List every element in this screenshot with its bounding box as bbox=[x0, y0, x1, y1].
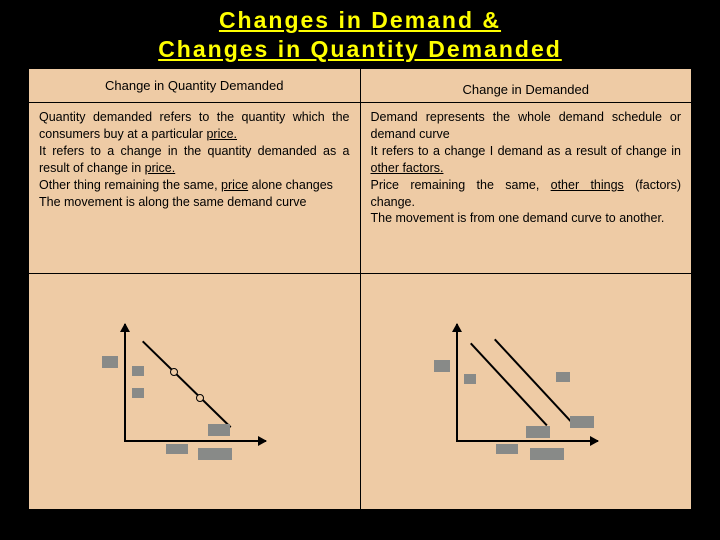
left-p1u: price. bbox=[206, 127, 237, 141]
chart-label-box bbox=[132, 366, 144, 376]
body-left: Quantity demanded refers to the quantity… bbox=[29, 103, 361, 274]
demand-line bbox=[142, 341, 231, 428]
title-line-2: Changes in Quantity Demanded bbox=[20, 35, 700, 64]
chart-label-box bbox=[208, 424, 230, 436]
left-p4: The movement is along the same demand cu… bbox=[39, 195, 307, 209]
table-body-row: Quantity demanded refers to the quantity… bbox=[29, 103, 692, 274]
slide-title: Changes in Demand & Changes in Quantity … bbox=[0, 0, 720, 64]
header-right: Change in Demanded bbox=[360, 68, 692, 103]
right-p3a: Price remaining the same, bbox=[371, 178, 551, 192]
chart-cell-left bbox=[29, 274, 361, 509]
chart-label-box bbox=[526, 426, 550, 438]
left-p3b: alone changes bbox=[248, 178, 333, 192]
chart-label-box bbox=[556, 372, 570, 382]
left-p2a: It refers to a change in the quantity de… bbox=[39, 144, 350, 175]
right-p2a: It refers to a change I demand as a resu… bbox=[371, 144, 682, 158]
left-p1a: Quantity demanded refers to the quantity… bbox=[39, 110, 350, 141]
right-p4: The movement is from one demand curve to… bbox=[371, 211, 665, 225]
title-line-1: Changes in Demand & bbox=[20, 6, 700, 35]
y-axis-icon bbox=[124, 324, 126, 442]
y-axis-icon bbox=[456, 324, 458, 442]
comparison-table: Change in Quantity Demanded Change in De… bbox=[28, 68, 692, 510]
right-p2u: other factors. bbox=[371, 161, 444, 175]
chart-label-box bbox=[132, 388, 144, 398]
table-header-row: Change in Quantity Demanded Change in De… bbox=[29, 68, 692, 103]
comparison-table-wrap: Change in Quantity Demanded Change in De… bbox=[0, 68, 720, 510]
right-p3u: other things bbox=[551, 178, 624, 192]
x-axis-icon bbox=[456, 440, 598, 442]
right-p1: Demand represents the whole demand sched… bbox=[371, 110, 682, 141]
chart-label-box bbox=[530, 448, 564, 460]
left-p3a: Other thing remaining the same, bbox=[39, 178, 221, 192]
data-point bbox=[170, 368, 178, 376]
left-p3u: price bbox=[221, 178, 248, 192]
chart-left bbox=[94, 316, 294, 466]
chart-label-box bbox=[570, 416, 594, 428]
chart-label-box bbox=[102, 356, 118, 368]
data-point bbox=[196, 394, 204, 402]
chart-label-box bbox=[464, 374, 476, 384]
chart-label-box bbox=[198, 448, 232, 460]
chart-label-box bbox=[166, 444, 188, 454]
body-right: Demand represents the whole demand sched… bbox=[360, 103, 692, 274]
left-p2u: price. bbox=[145, 161, 176, 175]
x-axis-icon bbox=[124, 440, 266, 442]
table-chart-row bbox=[29, 274, 692, 509]
chart-label-box bbox=[496, 444, 518, 454]
header-left: Change in Quantity Demanded bbox=[29, 68, 361, 103]
chart-right bbox=[426, 316, 626, 466]
chart-cell-right bbox=[360, 274, 692, 509]
chart-label-box bbox=[434, 360, 450, 372]
